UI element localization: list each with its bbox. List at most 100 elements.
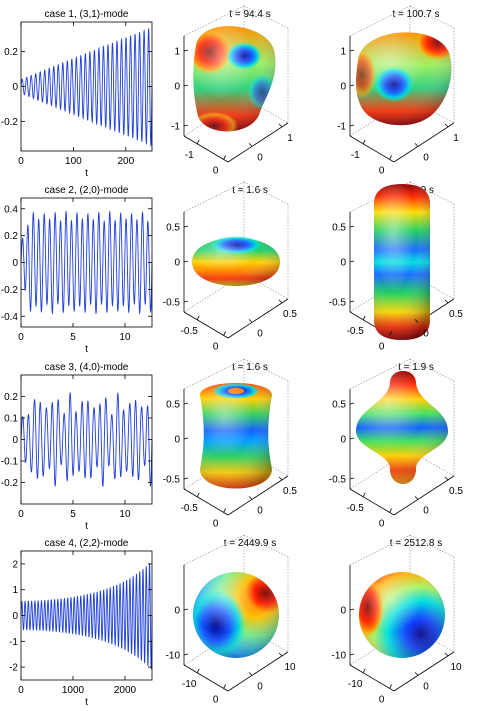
z-tick <box>349 260 355 263</box>
snapshot-title: t = 94.4 s <box>229 9 270 20</box>
y-tick-label: 0.5 <box>449 486 463 497</box>
grid-line <box>183 181 245 213</box>
time-series-plot-3: case 3, (4,0)-mode 0 5 10 -0.2 -0.1 0 0.1 0.2 t <box>1 362 153 532</box>
x-tick-label: 0 <box>213 165 219 176</box>
z-tick-label: 0 <box>340 82 346 93</box>
x-tick-label: 0 <box>379 341 385 352</box>
y-tick-label: 0.4 <box>4 204 18 215</box>
grid-line <box>349 358 411 390</box>
grid-line <box>409 450 455 477</box>
z-tick-label: -0.5 <box>163 298 181 309</box>
surface-shading <box>374 184 430 340</box>
z-tick <box>183 49 189 52</box>
y-tick <box>414 496 419 500</box>
y-axis <box>227 298 289 339</box>
z-tick <box>183 402 189 405</box>
y-tick-label: 0.5 <box>283 309 297 320</box>
surface-shading <box>356 371 448 484</box>
x-tick-label: 0 <box>213 694 219 705</box>
y-tick <box>248 319 253 323</box>
y-tick-label: -0.2 <box>1 285 19 296</box>
y-tick-label: 0 <box>423 152 429 163</box>
x-axis <box>183 135 229 163</box>
z-tick <box>183 653 189 656</box>
z-tick-label: -1 <box>171 122 180 133</box>
snapshot-title: t = 1.9 s <box>398 362 434 373</box>
time-series-plot-4: case 4, (2,2)-mode 0 1000 2000 -2 -1 0 1 2 t <box>9 538 153 708</box>
z-tick-label: 0.5 <box>166 223 180 234</box>
y-axis <box>393 122 455 163</box>
z-tick <box>349 225 355 228</box>
y-tick-label: 0 <box>257 505 263 516</box>
signal-line <box>20 28 153 147</box>
grid-line <box>349 5 411 37</box>
x-axis-label: t <box>85 697 88 708</box>
y-tick-label: -0.2 <box>1 117 19 128</box>
x-tick-label: 5 <box>70 332 76 343</box>
z-tick <box>183 84 189 87</box>
x-tick <box>223 155 226 160</box>
plot-title: case 3, (4,0)-mode <box>45 362 129 373</box>
plot-title: case 1, (3,1)-mode <box>45 9 129 20</box>
x-tick-label: 0 <box>18 509 24 520</box>
y-tick <box>248 143 253 147</box>
x-axis <box>183 664 229 692</box>
x-tick <box>362 139 366 144</box>
x-tick <box>389 331 392 336</box>
y-tick-label: 0 <box>423 505 429 516</box>
x-tick <box>362 668 366 673</box>
signal-line <box>20 392 153 488</box>
y-tick-label: -2 <box>9 663 18 674</box>
y-tick-label: 0 <box>12 258 18 269</box>
z-tick-label: 0.5 <box>332 400 346 411</box>
snapshot-panel-4-1: t = 2449.9 s 0 -10 -10 0 0 10 <box>166 534 296 705</box>
x-tick-label: -10 <box>348 679 363 690</box>
y-tick <box>414 319 419 323</box>
signal-line <box>20 562 153 670</box>
grid-line <box>409 5 455 29</box>
y-tick-label: 10 <box>450 662 462 673</box>
x-tick <box>196 492 200 497</box>
x-axis-label: t <box>85 521 88 532</box>
grid-line <box>243 97 289 124</box>
surface-shading <box>192 238 280 286</box>
grid-line <box>409 358 455 382</box>
z-tick-label: 0.5 <box>166 400 180 411</box>
y-tick <box>248 672 253 676</box>
z-tick <box>349 653 355 656</box>
z-tick-label: -0.5 <box>329 298 347 309</box>
x-axis-label: t <box>85 168 88 179</box>
x-tick-label: 2000 <box>114 685 137 696</box>
grid-line <box>409 534 455 558</box>
z-tick <box>349 124 355 127</box>
z-tick-label: -10 <box>332 651 347 662</box>
y-tick-label: 1 <box>453 133 459 144</box>
z-tick-label: 1 <box>174 47 180 58</box>
x-tick <box>389 684 392 689</box>
y-tick-label: 0 <box>12 82 18 93</box>
snapshot-title: t = 2449.9 s <box>224 538 277 549</box>
x-tick-label: -10 <box>182 679 197 690</box>
snapshot-panel-3-2: t = 1.9 s 0.5 0 -0.5 -0.5 0 0 0.5 <box>329 358 463 529</box>
z-tick <box>183 124 189 127</box>
snapshot-panel-2-1: t = 1.6 s 0.5 0 -0.5 -0.5 0 0 0.5 <box>163 181 297 352</box>
y-tick-label: 0.5 <box>449 309 463 320</box>
snapshot-title: t = 1.6 s <box>232 362 268 373</box>
grid-line <box>349 534 411 566</box>
y-tick-label: 0 <box>423 328 429 339</box>
grid-line <box>183 534 245 566</box>
z-tick-label: 0 <box>340 606 346 617</box>
y-tick-label: 1 <box>12 585 18 596</box>
z-tick <box>349 300 355 303</box>
y-tick-label: 0 <box>257 681 263 692</box>
z-tick <box>349 608 355 611</box>
surface-shading <box>200 383 272 489</box>
time-series-plot-2: case 2, (2,0)-mode 0 5 10 -0.4 -0.2 0 0.2 0.4 t <box>1 185 153 355</box>
y-tick-label: 0.1 <box>4 414 18 425</box>
x-tick-label: -1 <box>351 150 360 161</box>
x-axis <box>349 488 395 516</box>
y-axis <box>227 651 289 692</box>
y-axis <box>393 651 455 692</box>
x-tick-label: -0.5 <box>181 503 199 514</box>
